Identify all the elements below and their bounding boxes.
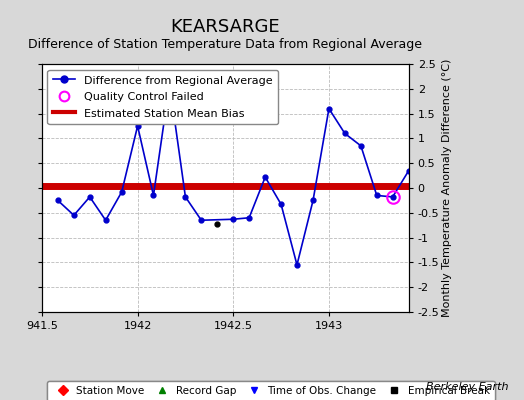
Text: KEARSARGE: KEARSARGE bbox=[170, 18, 280, 36]
Text: Berkeley Earth: Berkeley Earth bbox=[426, 382, 508, 392]
Text: Difference of Station Temperature Data from Regional Average: Difference of Station Temperature Data f… bbox=[28, 38, 422, 51]
Legend: Station Move, Record Gap, Time of Obs. Change, Empirical Break: Station Move, Record Gap, Time of Obs. C… bbox=[47, 381, 495, 400]
Y-axis label: Monthly Temperature Anomaly Difference (°C): Monthly Temperature Anomaly Difference (… bbox=[442, 59, 452, 317]
